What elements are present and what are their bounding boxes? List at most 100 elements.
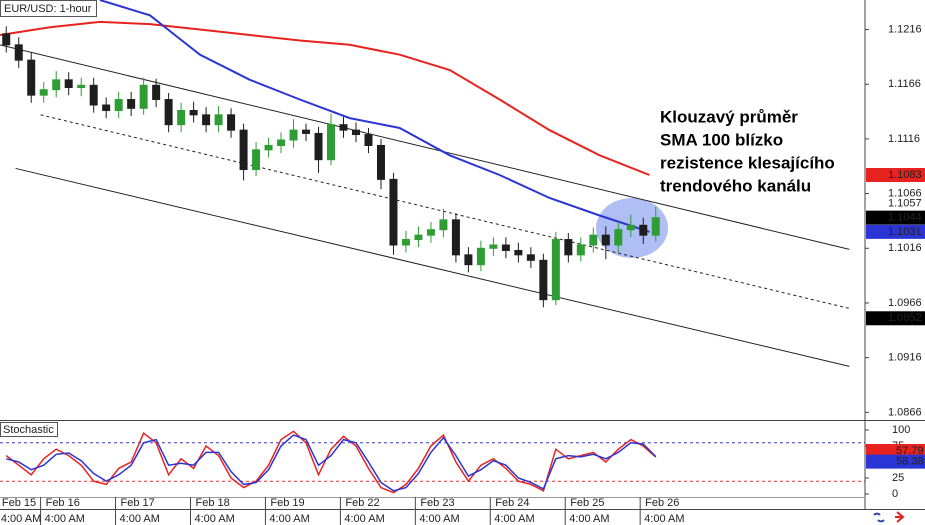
candle-body (651, 217, 660, 236)
annotation-line: Klouzavý průměr (660, 107, 798, 126)
candle-body (589, 234, 598, 246)
candle-body (227, 114, 236, 131)
candle-body (189, 109, 198, 116)
candle-body (451, 219, 460, 256)
candle-body (14, 44, 23, 61)
candle-body (351, 129, 360, 136)
candle-body (302, 129, 311, 134)
x-time-label: 4:00 AM (269, 513, 309, 525)
x-tick-label: Feb 15 (2, 497, 36, 509)
moving-average (0, 20, 650, 176)
y-tick-label: 1.1116 (888, 133, 920, 145)
candle-body (39, 89, 48, 96)
link-icon[interactable] (873, 512, 885, 523)
candle-body (364, 134, 373, 146)
toolbar-icons (873, 511, 905, 523)
candle-body (489, 244, 498, 249)
candle-body (501, 244, 510, 251)
candle-body (152, 84, 161, 101)
indicator-value-label: 57.79 (896, 445, 924, 457)
price-box (866, 311, 925, 326)
trend-line (40, 114, 850, 309)
indicator-title-box (0, 422, 58, 437)
candle-body (601, 234, 610, 246)
price-box-label: 1.1031 (888, 226, 922, 238)
annotation: Klouzavý průměr SMA 100 blízko rezistenc… (660, 107, 835, 195)
indicator-value-box (866, 444, 925, 459)
candle-body (89, 84, 98, 106)
x-tick-label: Feb 22 (345, 497, 379, 509)
annotation-line: SMA 100 blízko (660, 130, 783, 149)
x-time-label: 4:00 AM (644, 513, 684, 525)
y-tick-label: 1.0866 (888, 406, 922, 418)
candle-body (214, 114, 223, 126)
x-time-label: 4:00 AM (45, 513, 85, 525)
candle-body (202, 114, 211, 126)
candle-body (426, 229, 435, 236)
x-time-label: 4:00 AM (194, 513, 234, 525)
candle-body (439, 219, 448, 231)
title-box (0, 0, 97, 17)
candle-body (252, 149, 261, 171)
candle-body (139, 84, 148, 109)
price-box (866, 224, 925, 239)
candle-body (514, 249, 523, 256)
x-tick-label: Feb 17 (121, 497, 155, 509)
candle-body (564, 239, 573, 256)
indicator-y-tick-label: 0 (892, 488, 898, 500)
candle-body (102, 104, 111, 111)
candle-body (389, 178, 398, 246)
annotation-line: rezistence klesajícího (660, 153, 835, 172)
price-box-label: 1.1083 (888, 169, 922, 181)
candle-body (376, 144, 385, 180)
indicator-value-box (866, 454, 925, 469)
price-box (866, 196, 925, 211)
price-box-label: 1.1057 (888, 197, 922, 209)
x-tick-label: Feb 26 (645, 497, 679, 509)
x-tick-label: Feb 25 (570, 497, 604, 509)
annotation-line: trendového kanálu (660, 176, 811, 195)
x-time-label: 4:00 AM (120, 513, 160, 525)
x-time-label: 4:00 AM (569, 513, 609, 525)
candle-body (414, 234, 423, 241)
price-box (866, 210, 925, 225)
x-time-label: 4:00 AM (419, 513, 459, 525)
arrow-icon[interactable] (895, 511, 905, 523)
candle-body (177, 109, 186, 126)
price-box (866, 168, 925, 182)
candle-body (339, 124, 348, 131)
price-box-label: 1.1044 (888, 212, 922, 224)
candle-body (526, 254, 535, 261)
x-tick-label: Feb 18 (195, 497, 229, 509)
candle-body (401, 239, 410, 246)
candle-body (27, 59, 36, 96)
x-tick-label: Feb 24 (495, 497, 529, 509)
candle-body (551, 239, 560, 301)
candle-body (576, 244, 585, 256)
indicator-title: Stochastic (3, 424, 54, 436)
y-tick-label: 1.1216 (888, 23, 922, 35)
stochastic-line (6, 434, 657, 492)
candle-body (626, 224, 635, 231)
candle-body (539, 259, 548, 301)
price-box-label: 1.0952 (888, 312, 922, 324)
candle-body (2, 33, 11, 46)
trend-line (0, 44, 850, 250)
y-tick-label: 1.1166 (888, 78, 921, 90)
candle-body (476, 247, 485, 266)
trend-line (15, 167, 850, 367)
candle-body (614, 229, 623, 246)
candle-body (64, 79, 73, 88)
candle-body (639, 224, 648, 236)
x-tick-label: Feb 16 (46, 497, 80, 509)
candle-body (277, 139, 286, 146)
candle-body (327, 124, 336, 161)
candle-body (264, 144, 273, 151)
candle-body (464, 254, 473, 266)
moving-average (99, 0, 650, 233)
candle-body (289, 129, 298, 141)
price-panel (0, 0, 850, 367)
x-time-label: 4:00 AM (344, 513, 384, 525)
candle-body (314, 132, 323, 161)
